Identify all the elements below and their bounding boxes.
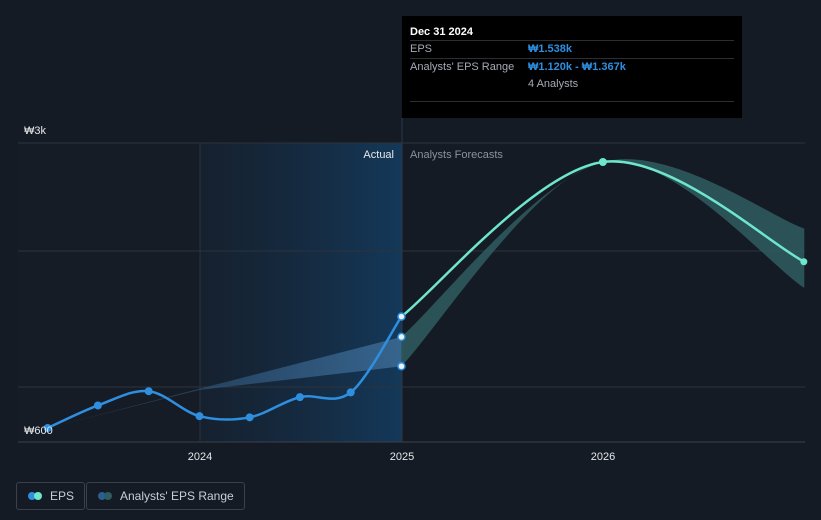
tooltip-range-label: Analysts' EPS Range [410,61,515,73]
eps-actual-point [144,387,153,396]
x-tick-2024: 2024 [188,451,212,463]
y-label-top: ₩3k [24,125,47,137]
eps-forecast-point [598,158,607,166]
y-label-bottom: ₩600 [24,425,53,437]
tooltip-eps-label: EPS [410,43,433,55]
eps-actual-point [295,393,304,402]
forecast-label: Analysts Forecasts [410,149,503,161]
tooltip-divider [410,101,734,102]
tooltip-eps-value: ₩1.538k [528,43,573,55]
tooltip-range-row: Analysts' EPS Range ₩1.120k - ₩1.367k [410,58,734,76]
tooltip-eps-row: EPS ₩1.538k [410,40,734,58]
eps-actual-point [245,413,254,422]
eps-swatch-icon [28,492,42,500]
actual-label: Actual [363,149,394,161]
past-range-band [47,336,402,428]
tooltip-date: Dec 31 2024 [410,26,473,38]
range-swatch-icon [98,492,112,500]
x-tick-2026: 2026 [591,451,615,463]
tooltip-range-value: ₩1.120k - ₩1.367k [528,61,626,73]
range-marker-point [397,332,406,342]
past-shade [18,143,200,442]
eps-actual-point [93,401,102,410]
legend-eps-label: EPS [50,489,75,503]
legend-range-label: Analysts' EPS Range [120,489,234,503]
legend-eps[interactable]: EPS [16,482,86,510]
eps-forecast-point [800,258,808,266]
eps-actual-point [195,412,204,421]
x-tick-2025: 2025 [390,451,414,463]
eps-forecast-line [400,160,805,318]
eps-actual-point [397,312,406,321]
actual-shade [200,143,402,442]
tooltip-analysts: 4 Analysts [528,78,579,90]
tooltip-analysts-row: 4 Analysts [410,76,734,93]
forecast-range-band [401,159,805,367]
eps-actual-point [43,424,52,432]
data-points [43,158,808,432]
legend-range[interactable]: Analysts' EPS Range [86,482,245,510]
hover-tooltip: Dec 31 2024 EPS ₩1.538k Analysts' EPS Ra… [402,16,742,118]
eps-actual-point [346,388,355,397]
range-marker-point [397,362,406,371]
